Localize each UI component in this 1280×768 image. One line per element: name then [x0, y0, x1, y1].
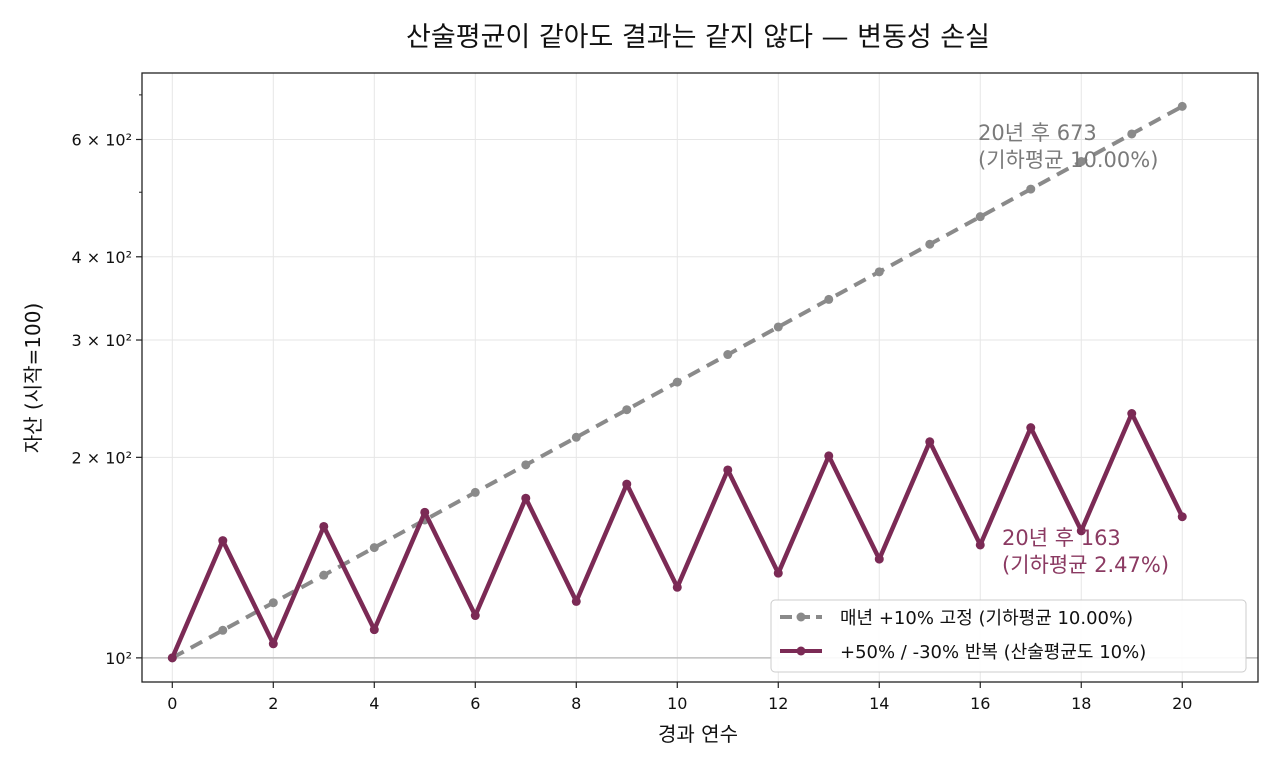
annotation-text: 20년 후 163: [1002, 526, 1121, 550]
legend-swatch-marker: [796, 646, 806, 656]
chart-title: 산술평균이 같아도 결과는 같지 않다 — 변동성 손실: [406, 22, 990, 53]
data-point: [773, 568, 783, 578]
y-axis-label: 자산 (시작=100): [21, 303, 45, 454]
data-point: [975, 212, 985, 222]
data-point: [1177, 512, 1187, 522]
data-point: [925, 239, 935, 249]
data-point: [470, 487, 480, 497]
data-point: [268, 639, 278, 649]
data-point: [1127, 129, 1137, 139]
data-point: [369, 625, 379, 635]
annotation-text: (기하평균 2.47%): [1002, 553, 1169, 577]
x-tick-label: 2: [268, 694, 278, 713]
legend-label: +50% / -30% 반복 (산술평균도 10%): [840, 642, 1146, 663]
x-tick-label: 8: [571, 694, 581, 713]
data-point: [167, 653, 177, 663]
data-point: [824, 451, 834, 461]
data-point: [925, 437, 935, 447]
data-point: [672, 377, 682, 387]
data-point: [369, 543, 379, 553]
legend: 매년 +10% 고정 (기하평균 10.00%) +50% / -30% 반복 (…: [770, 599, 1247, 673]
data-point: [622, 405, 632, 415]
data-point: [672, 582, 682, 592]
data-point: [470, 611, 480, 621]
data-point: [723, 350, 733, 360]
x-tick-label: 16: [970, 694, 990, 713]
x-tick-label: 18: [1071, 694, 1091, 713]
data-point: [1127, 409, 1137, 419]
x-tick-label: 12: [768, 694, 788, 713]
x-tick-label: 14: [869, 694, 889, 713]
data-point: [874, 267, 884, 277]
series-1: [167, 409, 1187, 663]
x-tick-label: 10: [667, 694, 687, 713]
data-point: [319, 570, 329, 580]
data-point: [1026, 423, 1036, 433]
data-point: [521, 460, 531, 470]
x-tick-label: 20: [1172, 694, 1192, 713]
y-tick-label: 4 × 10²: [71, 248, 132, 267]
y-tick-label: 10²: [105, 649, 132, 668]
data-point: [571, 432, 581, 442]
series-0: [167, 101, 1187, 663]
annotation-text: 20년 후 673: [978, 121, 1097, 145]
data-point: [319, 521, 329, 531]
legend-label: 매년 +10% 고정 (기하평균 10.00%): [840, 608, 1133, 629]
y-tick-label: 6 × 10²: [71, 130, 132, 149]
annotations: 20년 후 673 (기하평균 10.00%) 20년 후 163 (기하평균 2.4…: [978, 121, 1169, 577]
x-axis: 0 2 4 6 8 10 12 14 16 18 20: [167, 682, 1192, 713]
data-point: [521, 493, 531, 503]
data-point: [571, 596, 581, 606]
data-point: [420, 507, 430, 517]
data-point: [824, 294, 834, 304]
data-point: [1177, 101, 1187, 111]
x-tick-label: 0: [167, 694, 177, 713]
data-point: [218, 625, 228, 635]
data-point: [773, 322, 783, 332]
y-tick-label: 3 × 10²: [71, 331, 132, 350]
legend-items: 매년 +10% 고정 (기하평균 10.00%) +50% / -30% 반복 (…: [780, 608, 1146, 663]
legend-box: [770, 599, 1247, 673]
x-axis-label: 경과 연수: [658, 722, 738, 746]
data-point: [268, 598, 278, 608]
plot-frame: [141, 72, 1259, 683]
x-tick-label: 6: [470, 694, 480, 713]
series-group: [167, 101, 1187, 663]
data-point: [975, 540, 985, 550]
data-point: [1026, 184, 1036, 194]
data-point: [218, 536, 228, 546]
y-axis: 10² 2 × 10² 3 × 10² 4 × 10² 6 × 10²: [71, 94, 142, 668]
y-tick-label: 2 × 10²: [71, 448, 132, 467]
data-point: [723, 465, 733, 475]
legend-swatch-marker: [796, 612, 806, 622]
x-tick-label: 4: [369, 694, 379, 713]
annotation-text: (기하평균 10.00%): [978, 148, 1158, 172]
data-point: [874, 554, 884, 564]
data-point: [1076, 157, 1086, 167]
data-point: [1076, 526, 1086, 536]
data-point: [622, 479, 632, 489]
